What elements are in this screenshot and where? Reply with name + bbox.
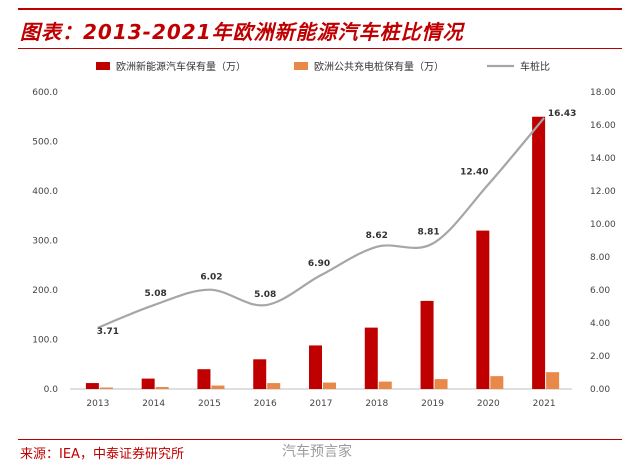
bar-charger [378,381,392,389]
x-tick-label: 2014 [142,399,165,409]
y-left-tick-label: 600.0 [32,88,58,98]
bar-ev [476,230,490,389]
source-note: 来源：IEA，中泰证券研究所 [20,447,184,462]
bar-ev [85,383,99,389]
bar-ev [141,378,155,389]
x-tick-label: 2016 [254,399,277,409]
bar-ev [364,327,378,389]
legend-swatch-charger [294,62,308,70]
ratio-data-label: 6.02 [200,273,222,283]
legend-swatch-ev [96,62,110,70]
legend-label-ratio: 车桩比 [520,60,550,73]
ratio-data-label: 3.71 [97,327,119,337]
x-tick-label: 2017 [310,399,333,409]
bar-ev [197,369,211,389]
y-right-tick-label: 8.00 [590,253,610,263]
x-tick-label: 2020 [477,399,500,409]
bar-charger [434,379,448,389]
y-left-tick-label: 500.0 [32,138,58,148]
bar-charger [267,383,281,389]
bar-charger [490,376,504,389]
ratio-data-label: 12.40 [460,167,488,177]
y-right-tick-label: 18.00 [590,88,616,98]
page-title: 图表：2013-2021年欧洲新能源汽车桩比情况 [20,20,464,44]
y-left-tick-label: 300.0 [32,237,58,247]
y-right-tick-label: 16.00 [590,121,616,131]
bar-ev [309,345,322,389]
ratio-data-label: 5.08 [254,290,276,300]
watermark-text: 汽车预言家 [282,444,352,460]
bar-charger [99,387,113,389]
legend-label-charger: 欧洲公共充电桩保有量（万） [314,60,444,73]
bar-charger [155,387,169,389]
y-right-tick-label: 14.00 [590,154,616,164]
title-rule [18,48,622,49]
bar-charger [546,372,560,389]
x-tick-label: 2013 [86,399,109,409]
x-tick-label: 2019 [421,399,444,409]
x-tick-label: 2015 [198,399,221,409]
ratio-data-label: 5.08 [145,289,167,299]
y-right-tick-label: 12.00 [590,187,616,197]
legend-label-ev: 欧洲新能源汽车保有量（万） [116,60,246,73]
chart: 0.0 100.0 200.0 300.0 400.0 500.0 600.0 0.00 2.0… [32,60,616,409]
y-left-tick-label: 400.0 [32,187,58,197]
ratio-data-label: 8.62 [366,231,388,241]
y-right-tick-label: 4.00 [590,319,610,329]
bar-ev [532,116,546,389]
y-left-tick-label: 100.0 [32,336,58,346]
ratio-line [97,117,545,329]
bottom-rule [18,439,622,440]
bar-ev [253,359,267,389]
y-right-tick-label: 2.00 [590,352,610,362]
y-left-tick-label: 0.0 [44,385,59,395]
y-right-tick-label: 0.00 [590,385,610,395]
y-right-tick-label: 6.00 [590,286,610,296]
bar-ev [420,300,434,389]
top-rule [18,8,622,10]
ratio-data-label: 6.90 [308,259,330,269]
bar-charger [211,385,225,389]
bar-charger [323,382,336,389]
ratio-data-label: 16.43 [548,109,576,119]
x-tick-label: 2018 [365,399,388,409]
y-right-tick-label: 10.00 [590,220,616,230]
ratio-data-label: 8.81 [417,228,439,238]
y-left-tick-label: 200.0 [32,286,58,296]
x-tick-label: 2021 [533,399,556,409]
